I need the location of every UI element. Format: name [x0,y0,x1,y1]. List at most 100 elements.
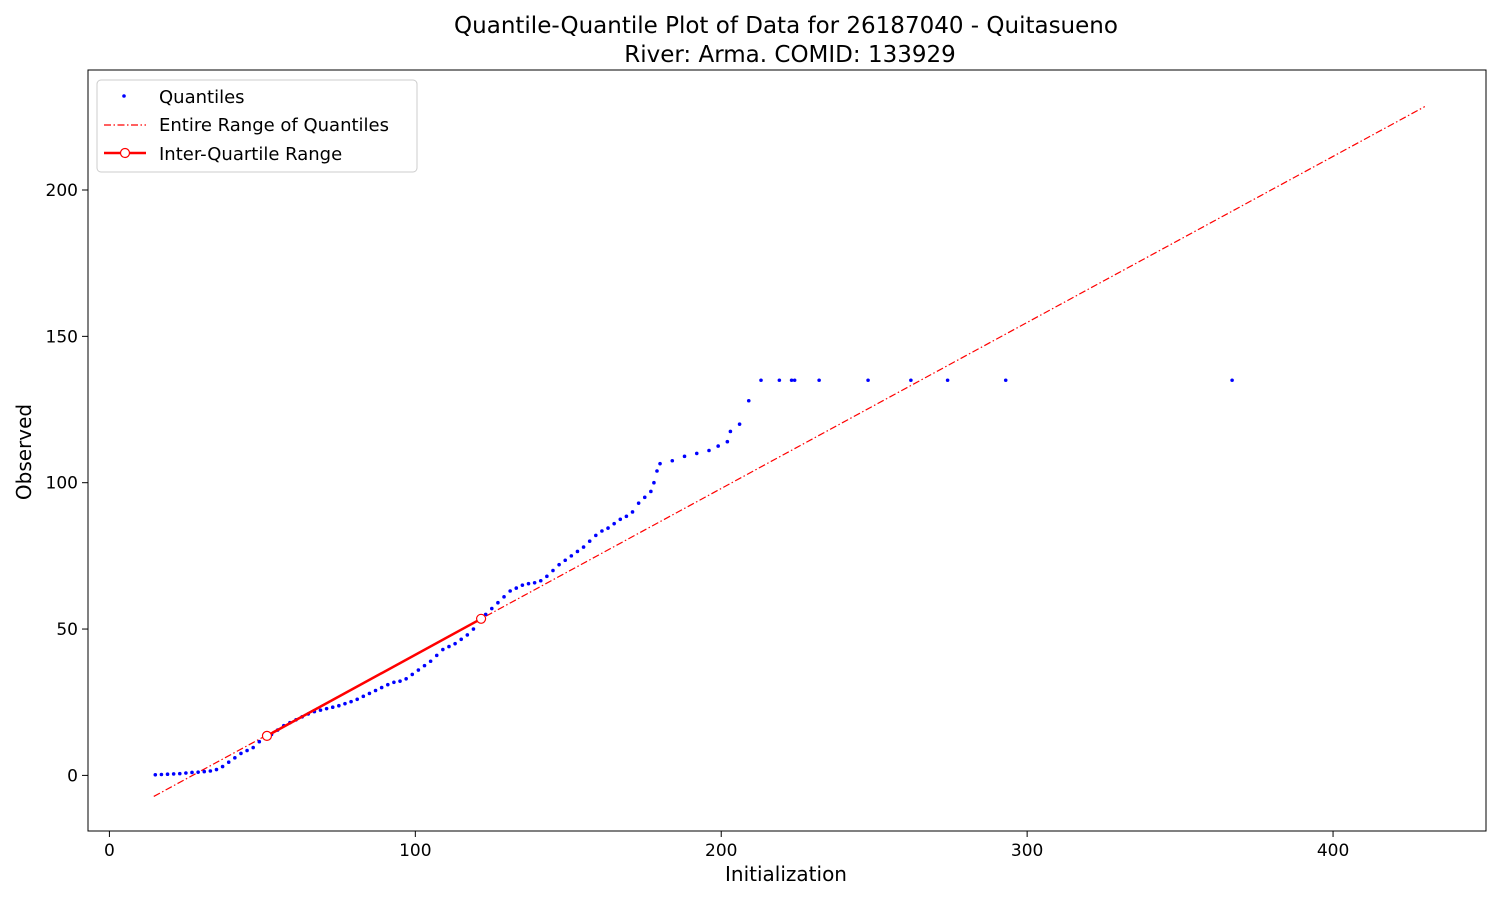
quantile-point [447,644,451,649]
quantile-point [694,451,699,456]
quantile-point [196,770,200,774]
quantile-point [202,769,207,774]
quantile-point [398,679,402,683]
quantile-point [545,574,549,579]
y-axis-label: Observed [12,404,36,500]
quantile-point [422,663,427,668]
quantile-point [652,480,656,485]
quantile-point [177,771,182,776]
quantile-point [759,378,763,383]
quantile-point [655,469,659,473]
quantile-point [909,378,913,383]
quantile-point [642,495,647,500]
quantile-point [385,682,390,687]
quantile-point [817,378,821,383]
quantile-point [630,510,635,514]
y-axis: 0 50 100 150 200 [46,181,88,786]
quantile-point [190,770,194,775]
quantile-point [737,422,742,426]
quantile-point [725,439,730,444]
y-tick-label: 150 [46,327,78,347]
quantile-point [1230,378,1234,383]
quantile-point [165,772,170,777]
quantile-point [624,514,629,519]
entire-range-line [153,106,1426,797]
quantile-point [349,699,353,704]
quantile-point [600,529,604,533]
quantile-point [563,558,568,563]
y-tick-label: 100 [46,474,78,494]
quantile-point [355,697,359,702]
x-tick-label: 200 [705,841,737,861]
quantile-point [520,583,525,587]
quantile-point [465,633,470,637]
x-tick-label: 100 [399,841,431,861]
quantile-point [496,600,500,605]
quantile-point [569,554,574,558]
quantile-point [257,739,262,744]
quantile-point [551,568,555,573]
quantile-point [682,454,687,459]
quantile-point [214,767,219,772]
quantile-point [866,378,870,383]
quantile-point [153,773,158,777]
legend-quantiles-label: Quantiles [159,87,245,108]
quantile-point [441,647,445,652]
legend-box [96,79,418,173]
quantile-point [581,545,586,549]
iqr-line [266,617,482,737]
plot-area [153,106,1426,797]
quantile-point [670,458,675,463]
quantile-point [792,378,797,383]
chart-subtitle: River: Arma. COMID: 133929 [624,42,956,68]
quantile-point [789,378,794,383]
x-tick-label: 400 [1317,841,1349,861]
quantile-point [532,580,537,585]
quantile-point [716,444,720,448]
quantile-point [538,578,543,583]
quantile-point [649,489,653,494]
quantile-point [416,668,421,672]
quantile-point [330,705,335,709]
iqr-marker [475,613,487,624]
quantile-point [233,756,237,760]
x-tick-label: 300 [1011,841,1043,861]
legend-entire-range-label: Entire Range of Quantiles [159,115,389,136]
quantile-point [434,653,439,658]
quantile-point [324,706,329,711]
legend-quantiles-marker [122,94,126,98]
quantile-point [343,701,347,706]
quantile-point [428,659,433,664]
quantile-point [1003,378,1008,383]
y-tick-label: 50 [56,620,78,640]
quantile-point [575,549,580,554]
quantile-point [945,378,950,383]
quantile-point [159,772,164,777]
quantile-point [587,539,592,544]
quantile-point [557,562,561,567]
x-tick-label: 0 [104,841,115,861]
y-tick-label: 0 [67,766,78,786]
quantile-point [636,501,641,505]
quantile-point [239,751,243,756]
quantile-point [392,680,396,685]
quantile-point [226,760,231,765]
quantile-point [508,589,512,593]
quantile-point [502,595,506,599]
quantile-point [337,703,341,708]
quantile-point [453,641,457,646]
quantile-point [245,748,249,753]
quantile-point [777,378,782,383]
quantile-point [489,606,494,611]
quantile-point [514,586,519,590]
x-axis-label: Initialization [725,862,847,886]
quantile-point [404,677,408,681]
legend-iqr-marker [119,147,131,159]
quantile-point [526,581,531,586]
x-axis: 0 100 200 300 400 [104,831,1349,861]
quantile-point [208,769,213,773]
legend: Quantiles Entire Range of Quantiles Inte… [96,79,418,173]
quantile-point [618,517,623,522]
